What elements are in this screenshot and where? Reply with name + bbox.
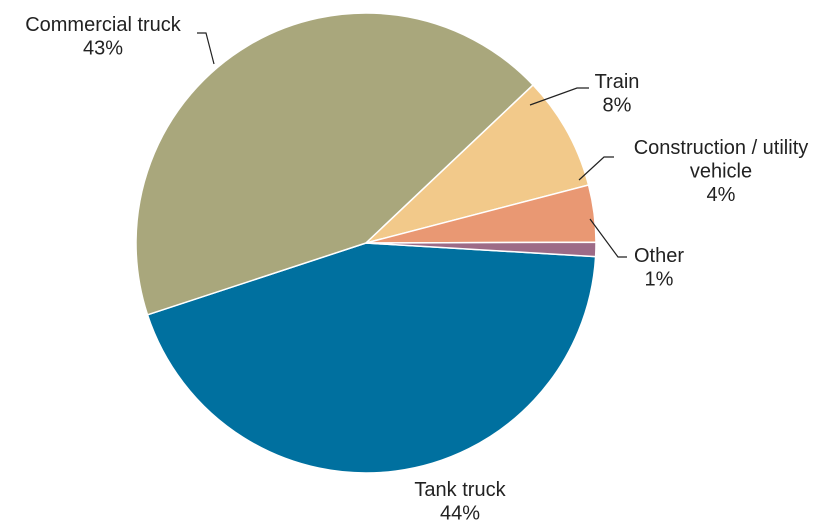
pie-slice-commercial-truck (135, 12, 535, 316)
slice-label-train: Train 8% (595, 71, 640, 117)
pie-slice-other (365, 241, 597, 258)
pie-slices (135, 12, 597, 474)
leader-line-commercial-truck (197, 32, 215, 65)
leader-line-construction-utility-vehicle (578, 156, 614, 181)
slice-labels: Tank truck 44% Commercial truck 43% Train 8% C… (25, 14, 808, 525)
slice-label-commercial-truck: Commercial truck 43% (25, 14, 182, 60)
slice-label-construction-utility-vehicle: Construction / utility vehicle 4% (634, 137, 809, 206)
slice-label-other: Other 1% (634, 245, 684, 291)
pie-slice-tank-truck (146, 242, 597, 474)
slice-label-tank-truck: Tank truck 44% (414, 479, 506, 525)
pie-slice-train (365, 83, 590, 244)
leader-line-other (589, 218, 627, 258)
leader-line-train (529, 87, 589, 106)
leader-lines (197, 32, 627, 258)
